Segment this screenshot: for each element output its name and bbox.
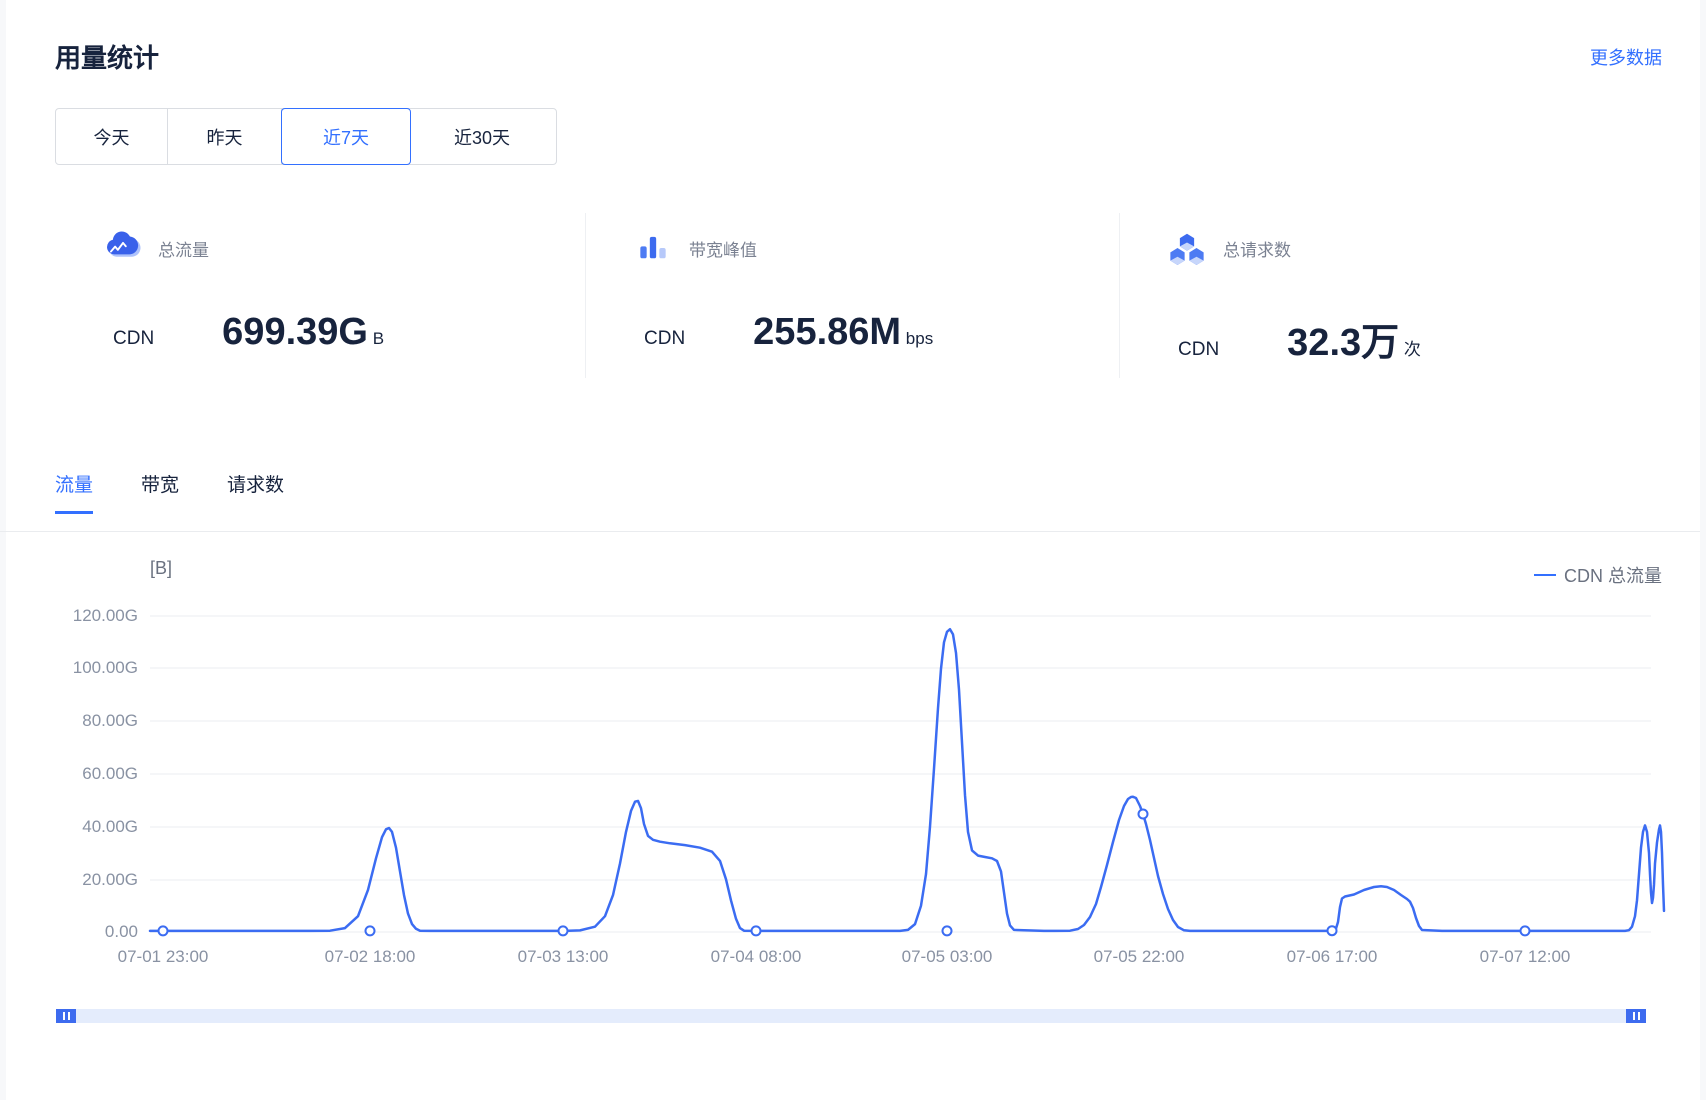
svg-text:07-06 17:00: 07-06 17:00	[1287, 947, 1378, 966]
svg-text:100.00G: 100.00G	[73, 658, 138, 677]
svg-text:07-07 12:00: 07-07 12:00	[1480, 947, 1571, 966]
svg-text:07-05 03:00: 07-05 03:00	[902, 947, 993, 966]
svg-text:60.00G: 60.00G	[82, 764, 138, 783]
svg-text:0.00: 0.00	[105, 922, 138, 941]
svg-text:120.00G: 120.00G	[73, 606, 138, 625]
svg-text:20.00G: 20.00G	[82, 870, 138, 889]
svg-text:07-02 18:00: 07-02 18:00	[325, 947, 416, 966]
svg-text:40.00G: 40.00G	[82, 817, 138, 836]
svg-text:07-05 22:00: 07-05 22:00	[1094, 947, 1185, 966]
svg-text:07-03 13:00: 07-03 13:00	[518, 947, 609, 966]
svg-text:80.00G: 80.00G	[82, 711, 138, 730]
svg-text:07-04 08:00: 07-04 08:00	[711, 947, 802, 966]
svg-text:07-01 23:00: 07-01 23:00	[118, 947, 209, 966]
